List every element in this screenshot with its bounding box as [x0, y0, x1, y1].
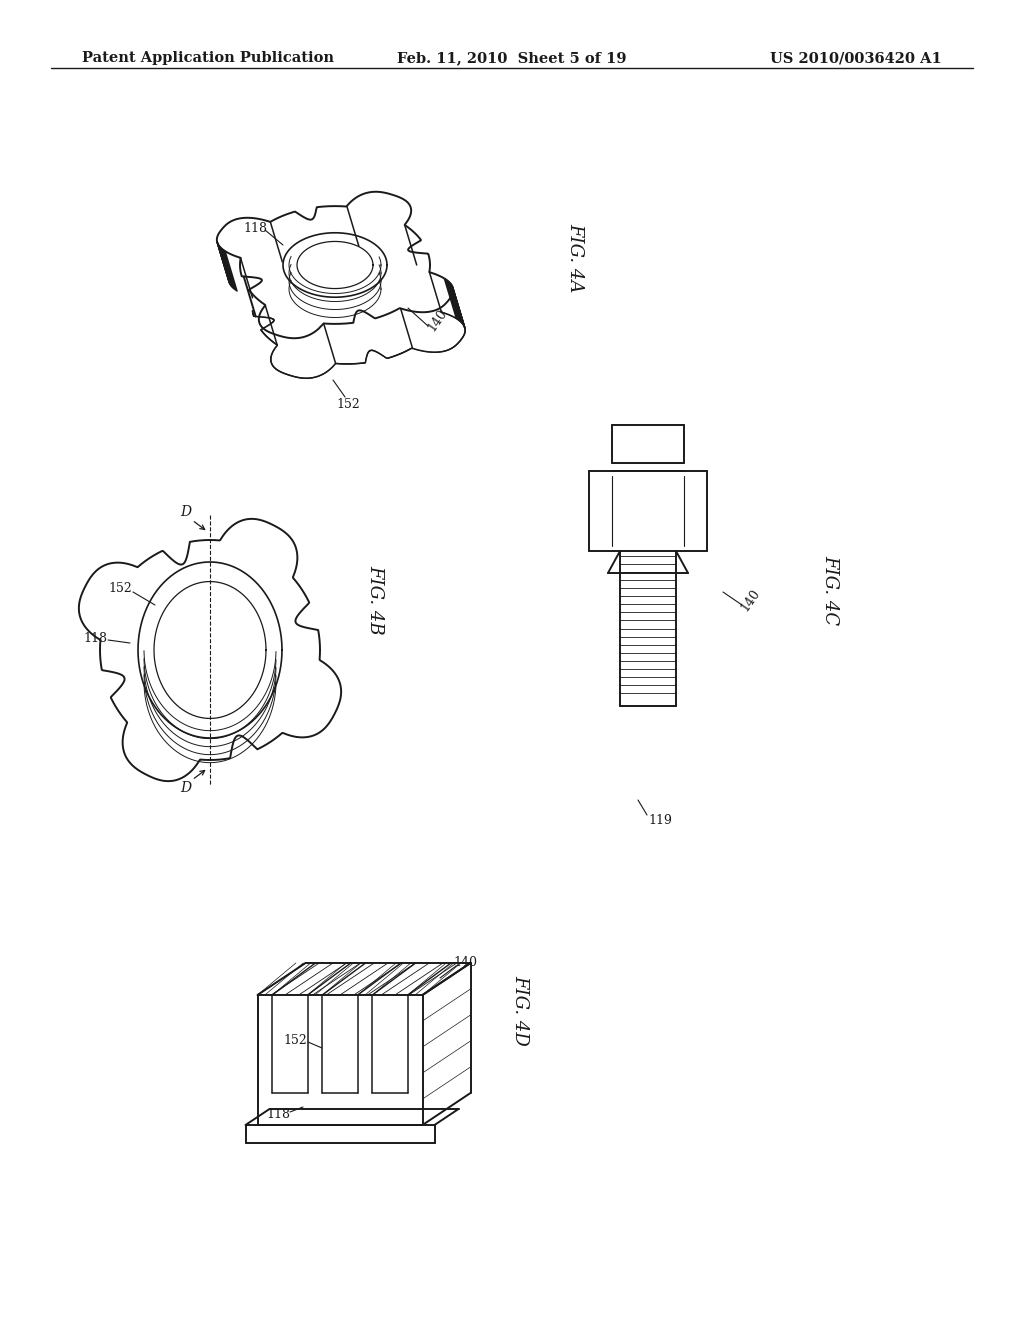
Text: FIG. 4D: FIG. 4D — [511, 974, 529, 1045]
Text: 118: 118 — [243, 222, 267, 235]
Text: 152: 152 — [336, 399, 359, 412]
Text: FIG. 4B: FIG. 4B — [366, 565, 384, 635]
Text: 118: 118 — [266, 1109, 290, 1122]
Text: US 2010/0036420 A1: US 2010/0036420 A1 — [770, 51, 942, 65]
Text: Patent Application Publication: Patent Application Publication — [82, 51, 334, 65]
Text: 140: 140 — [738, 586, 762, 614]
Text: FIG. 4A: FIG. 4A — [566, 223, 584, 293]
Text: FIG. 4C: FIG. 4C — [821, 554, 839, 626]
Text: 140: 140 — [425, 306, 450, 334]
Text: Feb. 11, 2010  Sheet 5 of 19: Feb. 11, 2010 Sheet 5 of 19 — [397, 51, 627, 65]
Text: 119: 119 — [648, 813, 672, 826]
Text: 118: 118 — [83, 631, 106, 644]
Text: 152: 152 — [109, 582, 132, 594]
Text: D: D — [180, 506, 191, 519]
Text: D: D — [180, 781, 191, 795]
Text: 152: 152 — [283, 1034, 307, 1047]
Text: 140: 140 — [453, 956, 477, 969]
